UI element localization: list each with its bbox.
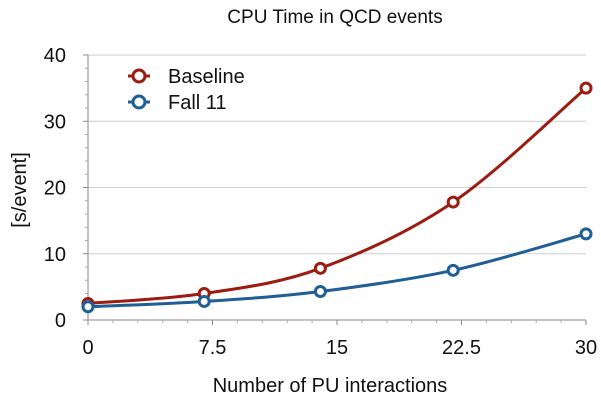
y-tick-label: 20 [44,178,66,200]
legend: Baseline Fall 11 [128,66,245,114]
data-point-fall-11 [446,263,460,277]
x-tick-label: 15 [326,337,348,359]
x-tick-label: 30 [575,337,597,359]
series-group [81,81,593,314]
data-point-fall-11 [313,285,327,299]
x-tick-label: 0 [82,337,93,359]
ticks: 0 10 20 30 40 0 7.5 15 22.5 30 [44,45,597,359]
series-line-baseline [87,86,587,305]
data-point-baseline [579,81,593,95]
legend-marker-baseline [131,68,147,84]
x-tick-label: 7.5 [199,337,227,359]
data-point-fall-11 [197,294,211,308]
legend-label-baseline: Baseline [168,66,245,88]
y-tick-label: 30 [44,111,66,133]
y-tick-label: 0 [55,310,66,332]
data-point-baseline [446,195,460,209]
y-tick-label: 10 [44,244,66,266]
data-point-baseline [313,261,327,275]
data-point-fall-11 [579,227,593,241]
legend-label-fall-11: Fall 11 [168,92,227,114]
data-point-fall-11 [81,300,95,314]
grid [88,54,586,321]
chart-title: CPU Time in QCD events [227,7,442,28]
series-line-fall-11 [87,232,587,309]
y-axis-label: [s/event] [9,152,31,228]
x-tick-label: 22.5 [442,337,481,359]
legend-marker-fall-11 [131,94,147,110]
x-axis-label: Number of PU interactions [213,375,448,397]
y-tick-label: 40 [44,45,66,67]
